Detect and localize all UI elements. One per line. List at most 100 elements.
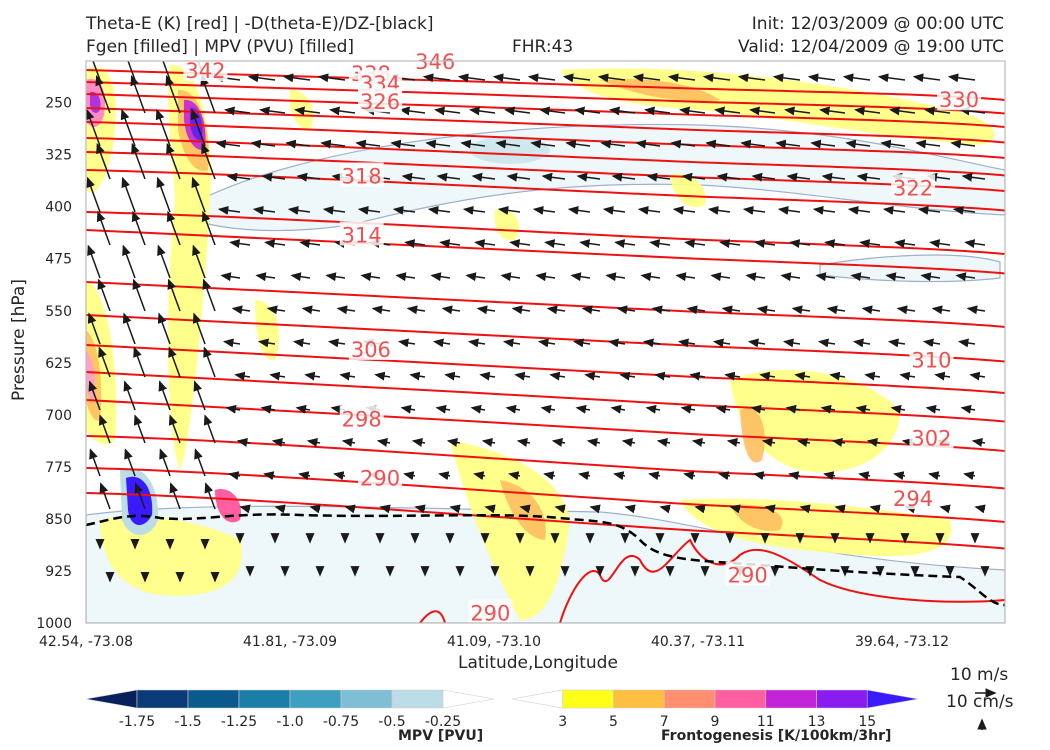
wind-arrow-266: [295, 404, 311, 414]
wind-arrow-126: [847, 205, 871, 215]
wind-arrow-122: [707, 205, 731, 215]
wind-arrow-99: [821, 172, 846, 182]
wind-arrow-51: [959, 106, 986, 116]
wind-arrow-65: [530, 139, 556, 149]
wind-arrow-340: [169, 482, 181, 510]
wind-arrow-249: [619, 371, 636, 381]
wind-arrow-114: [427, 205, 451, 215]
wind-arrow-258: [934, 371, 951, 381]
theta-e-label-290: 290: [360, 466, 400, 490]
wind-arrow-356: [729, 504, 741, 514]
y-tick-550: 550: [45, 304, 72, 320]
wind-arrow-359: [834, 504, 846, 514]
wind-arrow-181: [955, 272, 976, 282]
fgen-fill-22: [494, 209, 519, 241]
wind-arrow-43: [679, 106, 706, 116]
y-tick-1000: 1000: [36, 616, 72, 632]
wind-arrow-107: [191, 176, 206, 213]
title-line1: Theta-E (K) [red] | -D(theta-E)/DZ-[blac…: [86, 14, 434, 34]
wind-arrow-148: [719, 239, 741, 249]
wind-arrow-200: [721, 305, 741, 315]
wind-arrow-233: [957, 338, 976, 348]
theta-label-bg-10: [909, 346, 954, 371]
wind-arrow-241: [339, 371, 356, 381]
fgen-colorbar-tick-0: 3: [558, 714, 567, 730]
wind-arrow-303: [691, 438, 706, 447]
wind-arrow-196: [581, 305, 601, 315]
wind-arrow-167: [465, 272, 486, 282]
wind-arrow-105: [121, 176, 136, 213]
wind-arrow-115: [462, 205, 486, 215]
wind-arrow-79: [131, 142, 146, 180]
wind-arrow-251: [689, 371, 706, 381]
wind-arrow-106: [156, 176, 171, 213]
wind-arrow-127: [882, 205, 906, 215]
wind-arrow-293: [341, 438, 356, 447]
wind-arrow-336: [928, 471, 941, 481]
wind-arrow-323: [473, 471, 486, 481]
wind-arrow-21: [807, 73, 836, 83]
wind-arrow-195: [546, 305, 566, 315]
wind-arrow-46: [784, 106, 811, 116]
theta-e-label-318: 318: [342, 164, 382, 188]
wind-arrow-252: [724, 371, 741, 381]
wind-arrow-129: [952, 205, 976, 215]
wind-arrow-6: [282, 73, 311, 83]
wind-arrow-176: [780, 272, 801, 282]
wind-arrow-306: [796, 438, 811, 447]
wind-arrow-212: [222, 338, 241, 348]
wind-arrow-206: [931, 305, 951, 315]
wind-arrow-275: [610, 404, 626, 414]
wind-arrow-256: [864, 371, 881, 381]
wind-arrow-321: [403, 471, 416, 481]
wind-arrow-61: [390, 139, 416, 149]
theta-e-label-314: 314: [342, 223, 382, 247]
wind-arrow-257: [899, 371, 916, 381]
wind-arrow-185: [202, 278, 216, 312]
wind-arrow-224: [642, 338, 661, 348]
y-tick-700: 700: [45, 408, 72, 424]
wind-arrow-26: [95, 74, 111, 114]
wind-arrow-153: [894, 239, 916, 249]
wind-arrow-273: [540, 404, 556, 414]
wind-arrow-83: [261, 172, 286, 182]
wind-arrow-282: [855, 404, 871, 414]
wind-arrow-223: [607, 338, 626, 348]
fgen-fill-13: [740, 408, 765, 463]
mpv-colorbar-tick-1: -1.5: [174, 714, 201, 730]
wind-arrow-238: [234, 371, 251, 381]
theta-e-contour-5: [86, 137, 1005, 177]
wind-arrow-333: [823, 471, 836, 481]
theta-e-label-322: 322: [893, 176, 933, 200]
theta-e-contour-9: [86, 229, 1005, 275]
wind-arrow-188: [301, 305, 321, 315]
wind-arrow-332: [788, 471, 801, 481]
wind-scale-label-cms: 10 cm/s: [946, 692, 1014, 712]
wind-arrow-350: [519, 504, 531, 514]
wind-arrow-5: [247, 73, 276, 83]
theta-label-bg-9: [348, 335, 393, 360]
wind-arrow-89: [471, 172, 496, 182]
wind-arrow-284: [925, 404, 941, 414]
wind-arrow-311: [971, 438, 986, 447]
wind-arrow-168: [500, 272, 521, 282]
wind-arrow-20: [772, 73, 801, 83]
wind-arrow-231: [887, 338, 906, 348]
wind-arrow-163: [325, 272, 346, 282]
wind-arrow-50: [924, 106, 951, 116]
wind-arrow-362: [939, 504, 951, 514]
theta-label-bg-1: [413, 48, 458, 72]
wind-arrow-260: [88, 380, 101, 411]
wind-arrow-164: [360, 272, 381, 282]
wind-arrow-179: [885, 272, 906, 282]
wind-arrow-155: [964, 239, 986, 249]
fgen-core-low: [215, 489, 241, 523]
wind-arrow-339: [134, 482, 146, 510]
theta-label-bg-14: [891, 485, 936, 510]
wind-arrow-146: [649, 239, 671, 249]
wind-arrow-204: [861, 305, 881, 315]
wind-arrow-111: [322, 205, 346, 215]
wind-arrow-286: [98, 414, 111, 444]
wind-arrow-237: [203, 346, 216, 378]
